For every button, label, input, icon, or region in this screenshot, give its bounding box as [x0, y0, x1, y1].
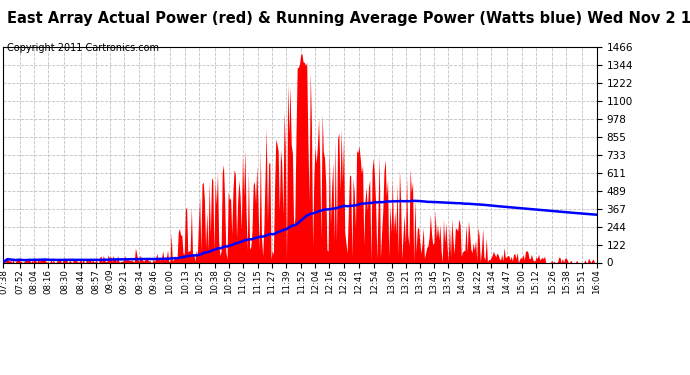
Text: Copyright 2011 Cartronics.com: Copyright 2011 Cartronics.com [7, 43, 159, 53]
Text: East Array Actual Power (red) & Running Average Power (Watts blue) Wed Nov 2 16:: East Array Actual Power (red) & Running … [7, 11, 690, 26]
